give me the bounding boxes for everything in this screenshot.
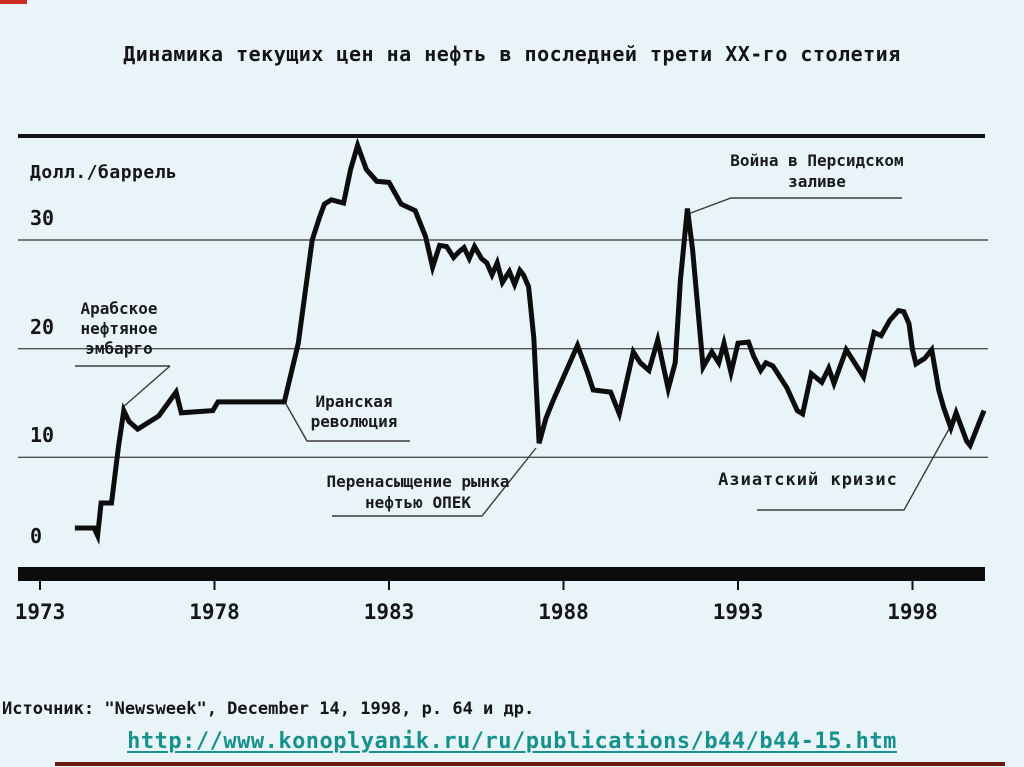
x-tick-label-1983: 1983 <box>363 600 415 624</box>
annotation-text-line: заливе <box>788 172 846 191</box>
x-tick-label-1998: 1998 <box>887 600 938 624</box>
annotation-text-line: нефтью ОПЕК <box>365 493 471 512</box>
publication-link[interactable]: http://www.konoplyanik.ru/ru/publication… <box>127 729 897 754</box>
annotation-text-line: Азиатский кризис <box>718 470 898 490</box>
annotation-arab-oil-embargo: Арабское нефтяное эмбарго <box>58 299 180 359</box>
oil-price-series-line <box>74 137 987 545</box>
annotation-text-line: эмбарго <box>85 339 153 358</box>
annotation-text-line: Иранская <box>315 392 393 411</box>
y-tick-label-0: 0 <box>30 524 43 548</box>
x-axis <box>18 567 985 590</box>
y-tick-label-30: 30 <box>30 205 55 230</box>
y-tick-label-20: 20 <box>30 314 55 339</box>
annotation-text-line: Арабское <box>80 299 158 318</box>
callout-line-embargo <box>75 365 171 409</box>
x-axis-bar <box>18 567 985 581</box>
x-tick-label-1988: 1988 <box>538 600 589 624</box>
annotation-persian-gulf-war: Война в Персидском заливе <box>715 150 919 192</box>
source-citation: Источник: "Newsweek", December 14, 1998,… <box>2 699 535 719</box>
annotation-opec-oversupply: Перенасыщение рынка нефтью ОПЕК <box>316 471 520 513</box>
gridlines <box>18 239 988 458</box>
x-tick-label-1973: 1973 <box>14 600 66 624</box>
chart-top-frame-line <box>18 134 985 138</box>
annotation-callout-lines <box>75 197 950 517</box>
annotation-iranian-revolution: Иранская революция <box>302 392 406 432</box>
annotation-text-line: Перенасыщение рынка <box>326 472 510 491</box>
price-line-group <box>74 137 987 545</box>
y-axis-unit-label: Долл./баррель <box>30 162 178 183</box>
bottom-red-line <box>55 762 1005 766</box>
chart-title: Динамика текущих цен на нефть в последне… <box>123 42 901 66</box>
annotation-text-line: Война в Персидском <box>730 151 904 170</box>
annotation-text-line: нефтяное <box>80 319 158 338</box>
callout-line-gulf <box>687 197 902 215</box>
annotation-asian-crisis: Азиатский кризис <box>702 470 914 490</box>
publication-link-row: http://www.konoplyanik.ru/ru/publication… <box>0 729 1024 754</box>
x-tick-label-1978: 1978 <box>189 600 240 624</box>
annotation-text-line: революция <box>310 412 398 431</box>
callout-line-asia <box>757 428 950 511</box>
callout-line-iran <box>285 403 410 442</box>
x-tick-label-1993: 1993 <box>712 600 764 624</box>
y-tick-label-10: 10 <box>30 423 55 448</box>
top-left-red-mark <box>0 0 27 4</box>
callout-line-opec <box>332 447 537 517</box>
